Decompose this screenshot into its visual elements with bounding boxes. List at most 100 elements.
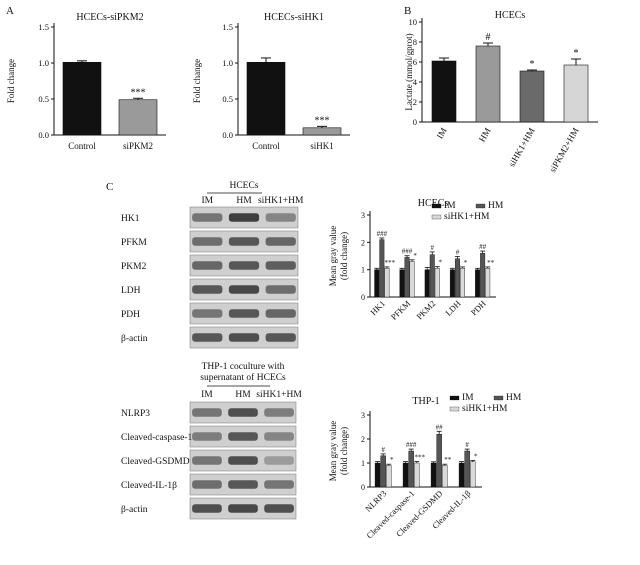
x-tick-label: HM: [477, 126, 493, 144]
y-tick-label: 2: [413, 97, 417, 107]
blot-column-label: siHK1+HM: [258, 196, 304, 206]
blot-column-label: siHK1+HM: [256, 390, 302, 400]
chart-thp1-gray-value: THP-1 0 1 2 3 Mean gray value(fold change) # * N…: [328, 393, 522, 540]
bar: [458, 462, 465, 488]
significance-mark: ##: [436, 423, 444, 431]
blot-band: [192, 285, 223, 294]
blot-band: [265, 285, 296, 294]
y-axis-label: Fold change: [192, 59, 202, 103]
y-axis-label: Mean gray value(fold change): [328, 226, 349, 286]
blot-band: [264, 480, 294, 489]
y-tick-label: 1.5: [222, 22, 233, 32]
legend-label: siHK1+HM: [462, 404, 508, 414]
y-tick-label: 6: [413, 57, 417, 67]
x-tick-label: PFKM: [389, 298, 413, 322]
legend-swatch: [431, 214, 442, 220]
bar: [434, 268, 440, 298]
blot-band: [228, 237, 260, 246]
blot-band: [192, 456, 222, 465]
significance-mark: ***: [385, 259, 396, 267]
western-blot-hcecs: HCECs IM HM siHK1+HM HK1 PFKM PKM2 LDH PDH β-acti…: [121, 181, 304, 349]
x-tick-label: siPKM2: [123, 141, 153, 151]
blot-band: [265, 237, 296, 246]
blot-band: [264, 456, 294, 465]
y-tick-label: 0.5: [38, 94, 49, 104]
blot-band: [265, 309, 296, 318]
blot-row-label: PDH: [121, 310, 140, 320]
x-tick-label: Control: [252, 141, 280, 151]
y-axis-label: Mean gray value(fold change): [328, 421, 349, 481]
blot-band: [228, 213, 260, 222]
bar: [454, 258, 460, 298]
blot-band: [192, 504, 222, 513]
blot-group-label: HCECs: [229, 181, 258, 191]
x-tick-label: PKM2: [414, 298, 437, 321]
legend-swatch: [493, 395, 504, 401]
bar: [414, 462, 420, 488]
blot-band: [228, 432, 258, 441]
bar: [449, 269, 455, 298]
y-tick-label: 10: [409, 17, 418, 27]
bar: [380, 455, 386, 488]
x-tick-label: NLRP3: [363, 488, 388, 513]
significance-mark: ###: [402, 248, 413, 256]
significance-mark: #: [465, 441, 469, 449]
bar: [475, 269, 481, 298]
significance-mark: **: [444, 456, 452, 464]
significance-mark: *: [530, 59, 535, 70]
x-tick-label: IM: [435, 126, 449, 141]
blot-band: [228, 309, 260, 318]
x-tick-label: siPKM2+HM: [547, 126, 580, 174]
y-tick-label: 1.0: [222, 58, 233, 68]
significance-mark: #: [456, 249, 460, 257]
bar: [431, 60, 457, 123]
significance-mark: *: [439, 259, 443, 267]
legend-label: HM: [488, 201, 504, 211]
y-tick-label: 8: [413, 37, 417, 47]
bar: [384, 268, 390, 298]
y-tick-label: 1: [361, 266, 365, 275]
bar: [399, 269, 405, 298]
blot-band: [228, 261, 260, 270]
bar: [246, 61, 286, 136]
blot-band: [192, 333, 223, 342]
legend-swatch: [449, 406, 460, 412]
blot-column-label: IM: [201, 390, 213, 400]
significance-mark: ***: [415, 454, 426, 462]
blot-row-label: Cleaved-IL-1β: [121, 481, 177, 491]
legend-label: siHK1+HM: [444, 212, 490, 222]
x-tick-label: HK1: [368, 298, 387, 317]
significance-mark: *: [390, 456, 394, 464]
y-tick-label: 3: [361, 411, 365, 420]
significance-mark: ***: [315, 115, 330, 126]
y-tick-label: 1.5: [38, 22, 49, 32]
y-tick-label: 0: [361, 293, 365, 302]
blot-band: [192, 480, 222, 489]
x-tick-label: siHK1: [310, 141, 334, 151]
y-tick-label: 0: [361, 483, 365, 492]
y-axis-label: Lactate (mmol/gprot): [404, 33, 414, 110]
bar: [470, 461, 476, 488]
bar: [563, 64, 589, 123]
blot-band: [228, 408, 258, 417]
bar: [424, 269, 430, 298]
blot-row-label: β-actin: [121, 505, 148, 515]
y-axis-label-line: Mean gray value: [328, 421, 338, 481]
bar: [436, 434, 442, 488]
y-axis-label-line: (fold change): [339, 427, 349, 475]
blot-column-label: IM: [201, 196, 213, 206]
significance-mark: ##: [479, 243, 487, 251]
blot-row-label: β-actin: [121, 334, 148, 344]
legend-label: IM: [462, 393, 474, 403]
blot-band: [228, 480, 258, 489]
blot-row-label: HK1: [121, 214, 140, 224]
legend-swatch: [475, 203, 486, 209]
significance-mark: ###: [377, 230, 388, 238]
significance-mark: ***: [131, 87, 146, 98]
y-tick-label: 2: [361, 238, 365, 247]
legend-swatch: [431, 203, 442, 209]
significance-mark: *: [413, 252, 417, 260]
bar: [404, 257, 410, 298]
bar: [379, 239, 385, 298]
